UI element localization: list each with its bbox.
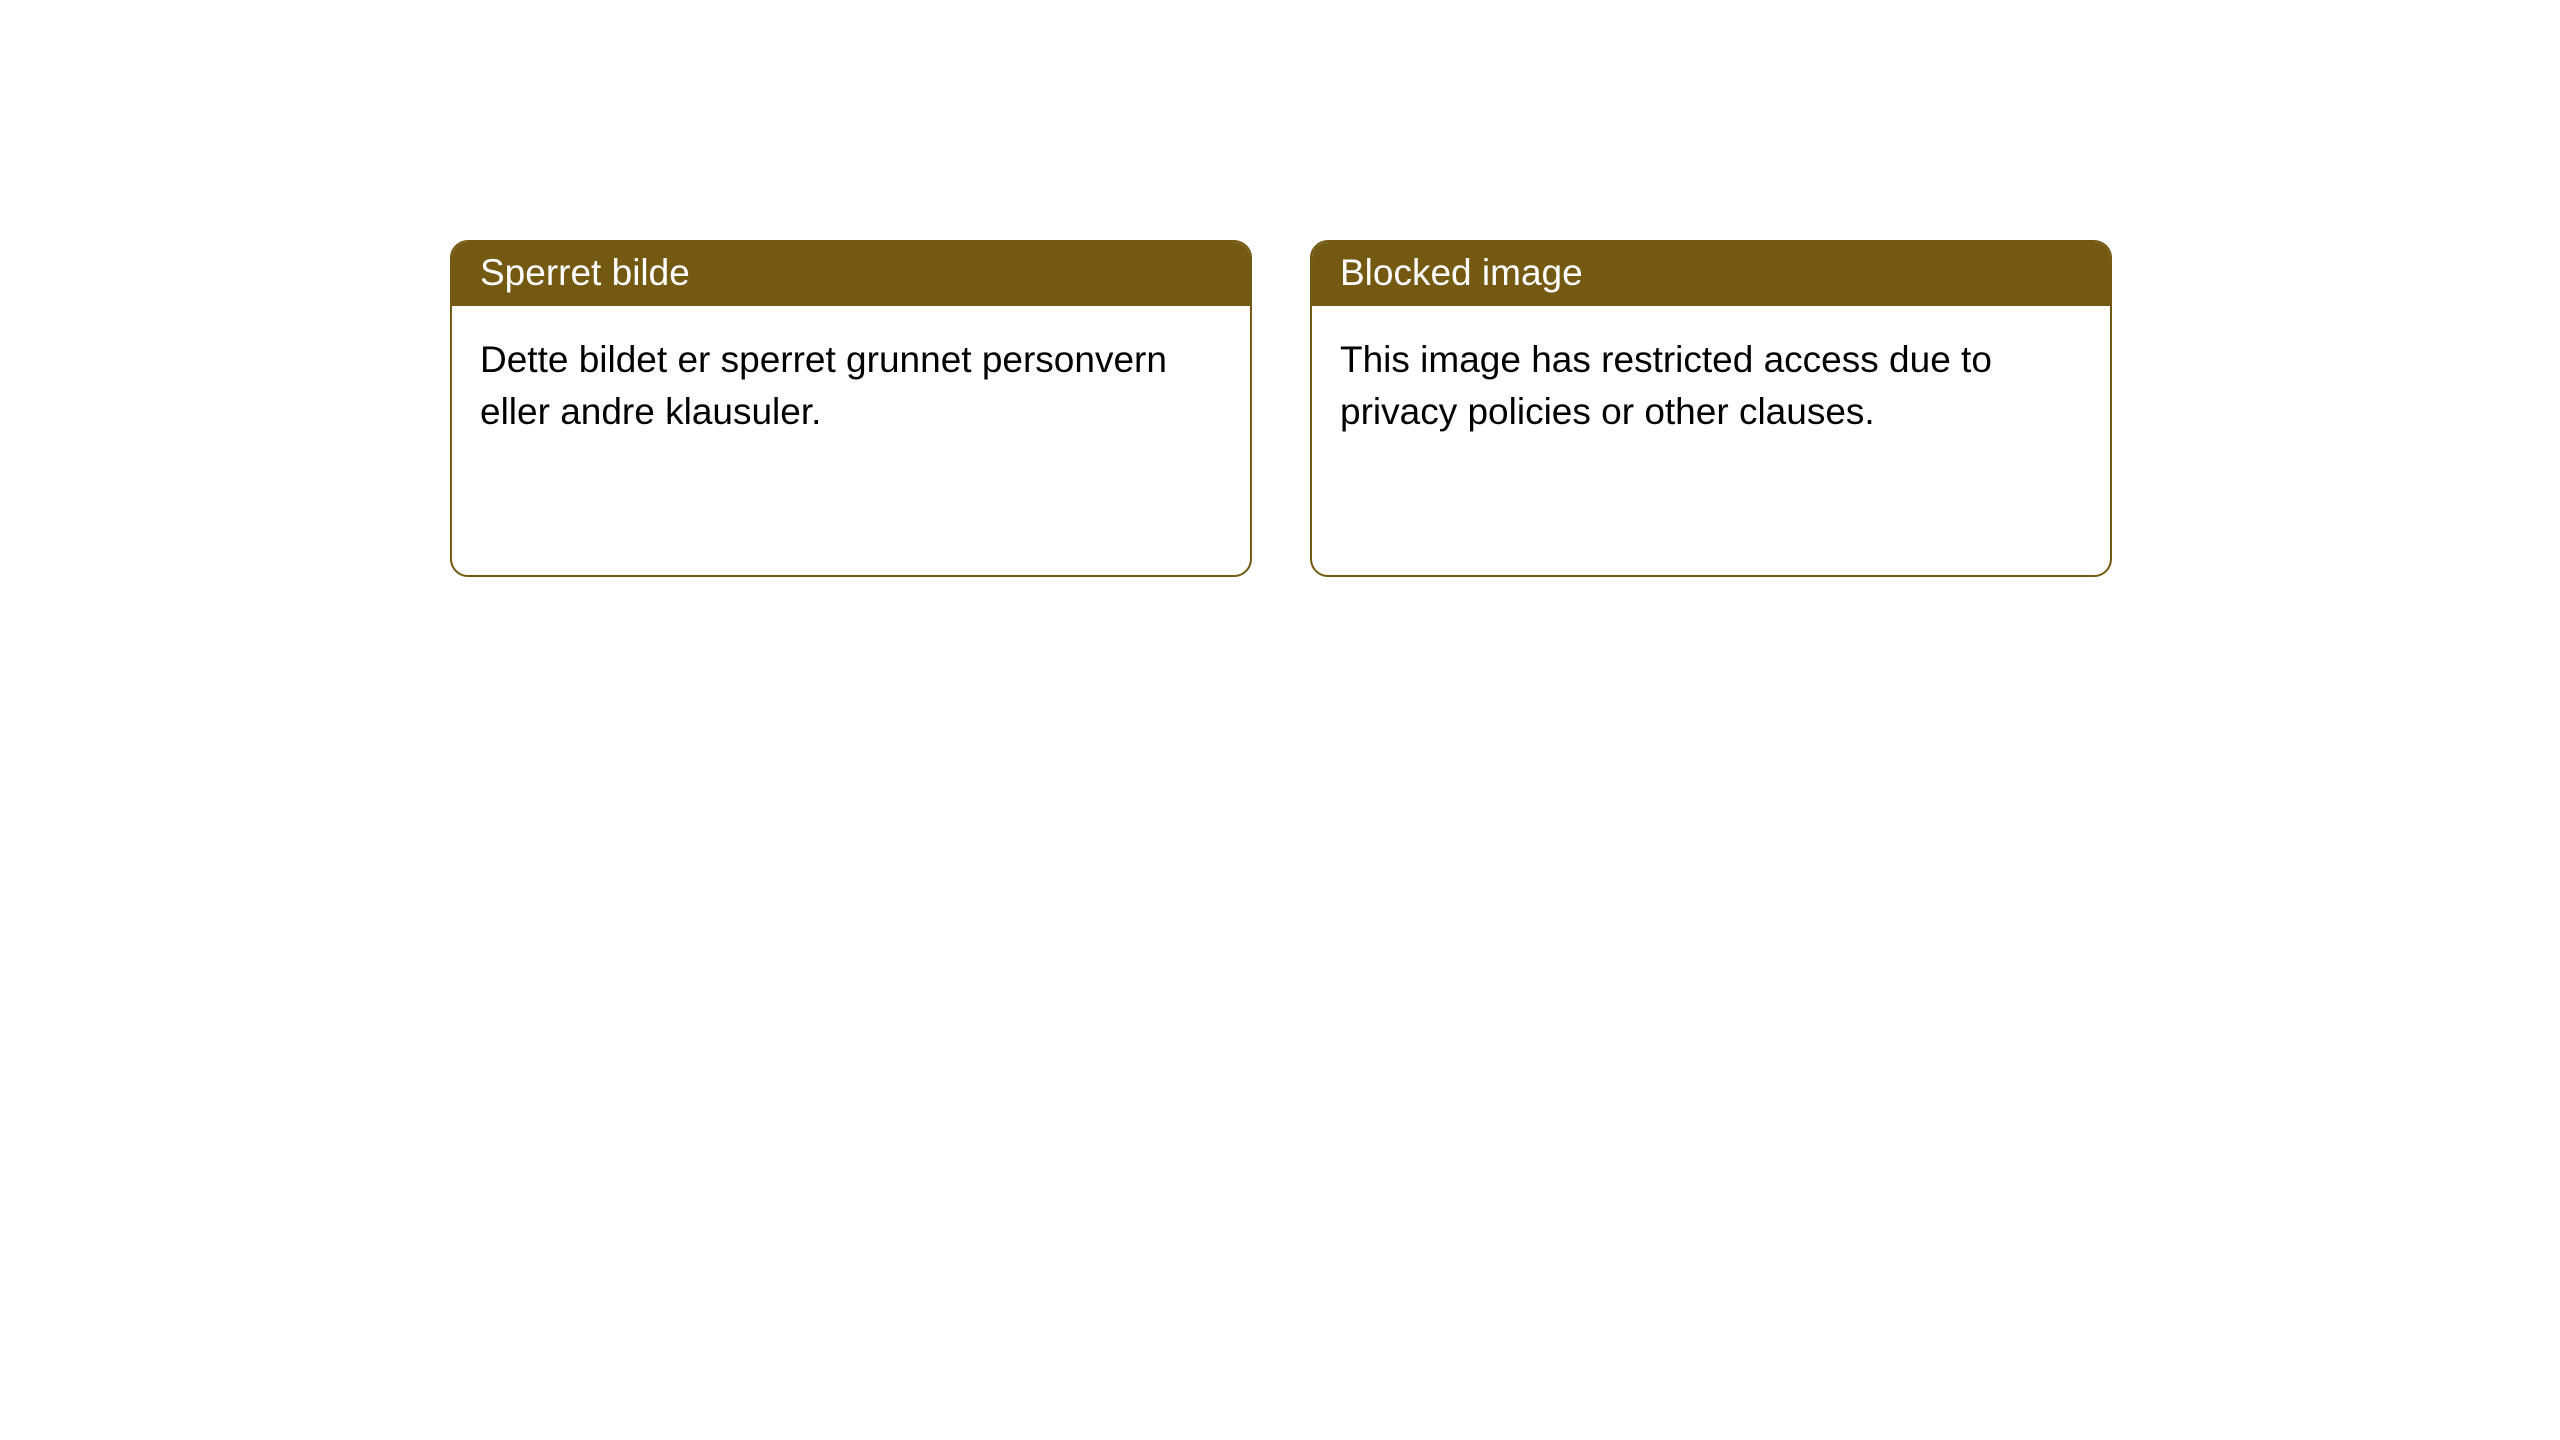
- card-header-text: Blocked image: [1340, 252, 1583, 293]
- blocked-image-cards-container: Sperret bilde Dette bildet er sperret gr…: [450, 240, 2112, 577]
- card-header: Sperret bilde: [452, 242, 1250, 306]
- blocked-image-card-english: Blocked image This image has restricted …: [1310, 240, 2112, 577]
- blocked-image-card-norwegian: Sperret bilde Dette bildet er sperret gr…: [450, 240, 1252, 577]
- card-body-text: Dette bildet er sperret grunnet personve…: [480, 339, 1167, 432]
- card-body: This image has restricted access due to …: [1312, 306, 2110, 466]
- card-header: Blocked image: [1312, 242, 2110, 306]
- card-header-text: Sperret bilde: [480, 252, 690, 293]
- card-body-text: This image has restricted access due to …: [1340, 339, 1992, 432]
- card-body: Dette bildet er sperret grunnet personve…: [452, 306, 1250, 466]
